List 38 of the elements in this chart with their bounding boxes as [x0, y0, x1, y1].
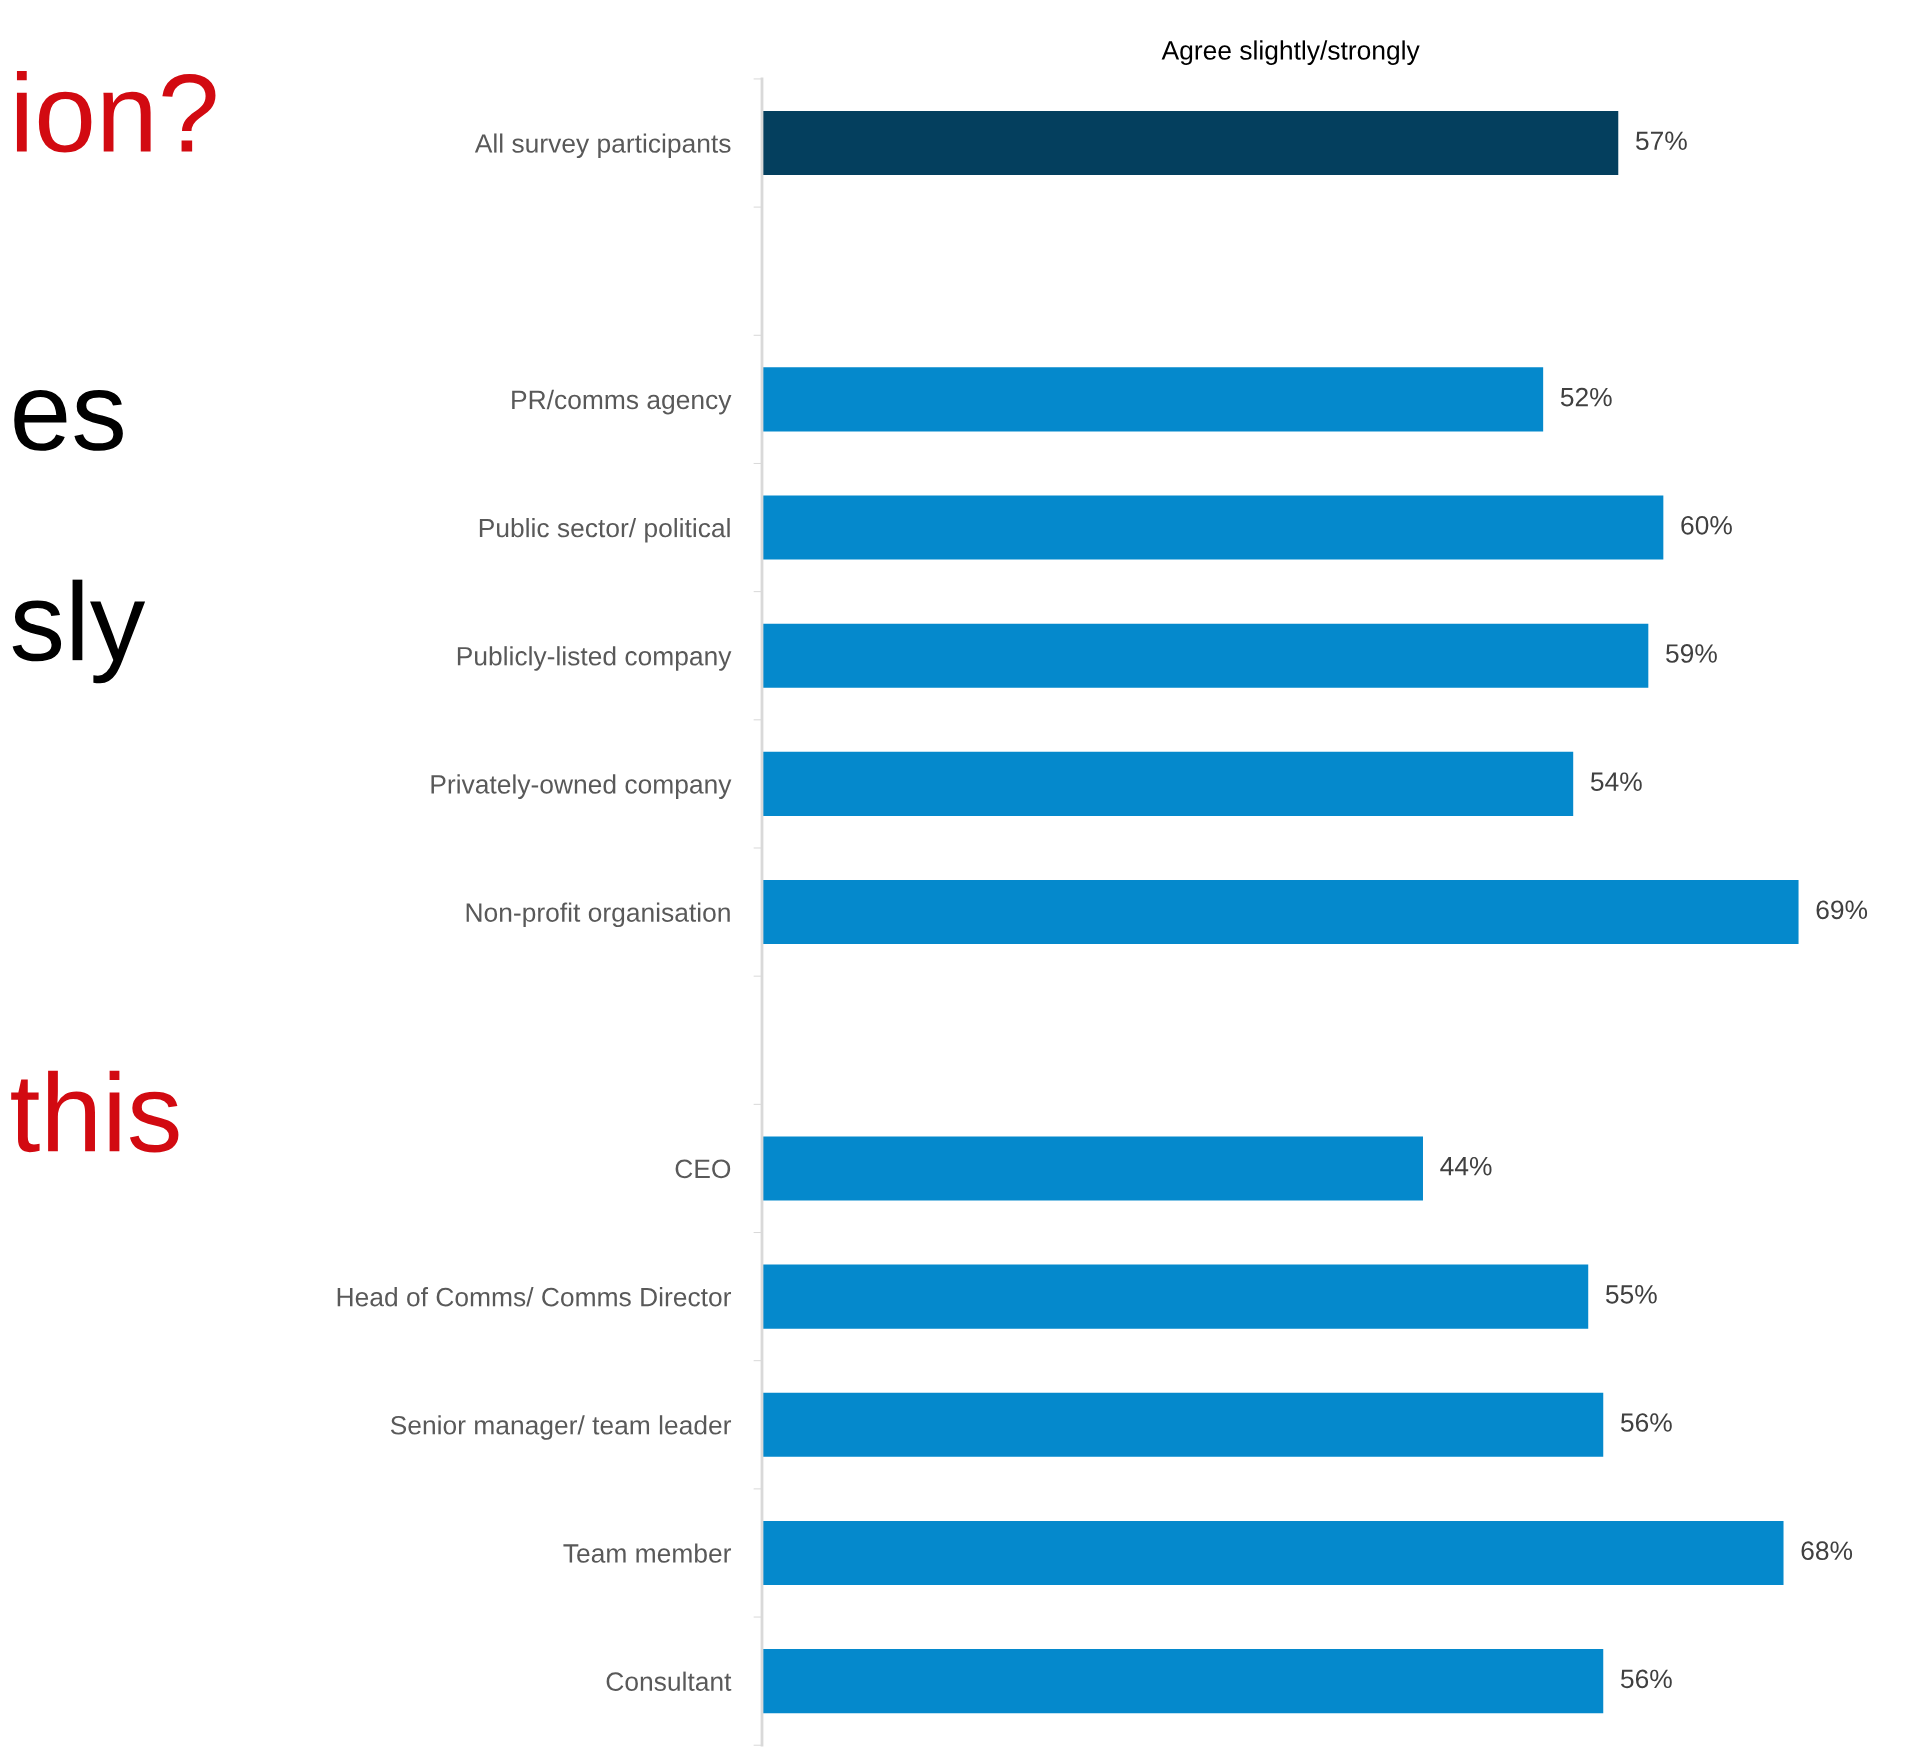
bar — [762, 623, 1649, 688]
bar — [762, 1264, 1589, 1329]
data-label: 57% — [1636, 131, 1687, 151]
data-label: 52% — [1560, 387, 1612, 407]
data-label: 56% — [1620, 1413, 1672, 1432]
bar — [762, 367, 1544, 432]
y-tick-label: Publicly-listed company — [457, 646, 732, 671]
y-tick-label: PR/comms agency — [512, 389, 732, 415]
y-tick-label: Head of Comms/ Comms Director — [337, 1287, 732, 1307]
data-label: 60% — [1681, 515, 1732, 535]
bar — [762, 1649, 1604, 1714]
chart-title: Agree slightly/strongly — [1161, 40, 1420, 65]
y-tick-label: CEO — [675, 1159, 731, 1179]
bar — [762, 1520, 1784, 1586]
text: ion? — [16, 70, 216, 153]
text: es — [14, 389, 123, 451]
data-label: 55% — [1605, 1285, 1657, 1304]
data-label: 44% — [1440, 1156, 1492, 1176]
y-tick-label: All survey participants — [474, 133, 731, 159]
bar — [762, 110, 1619, 176]
y-tick-label: Senior manager/ team leader — [390, 1415, 732, 1440]
bar — [762, 495, 1664, 560]
y-tick-label: Non-profit organisation — [466, 902, 730, 928]
data-label: 56% — [1620, 1669, 1672, 1689]
text: this — [11, 1070, 179, 1153]
bar — [762, 1392, 1604, 1457]
y-tick-label: Team member — [563, 1543, 732, 1563]
text: sly — [12, 579, 146, 684]
bar — [762, 1136, 1423, 1201]
bar — [762, 751, 1574, 816]
data-label: 54% — [1590, 772, 1642, 791]
y-tick-label: Public sector/ political — [479, 517, 730, 543]
bar — [762, 880, 1799, 945]
data-label: 59% — [1666, 644, 1717, 663]
y-tick-label: Privately-owned company — [431, 774, 732, 799]
data-label: 68% — [1801, 1541, 1853, 1561]
data-label: 69% — [1816, 900, 1868, 920]
y-tick-label: Consultant — [606, 1671, 732, 1691]
